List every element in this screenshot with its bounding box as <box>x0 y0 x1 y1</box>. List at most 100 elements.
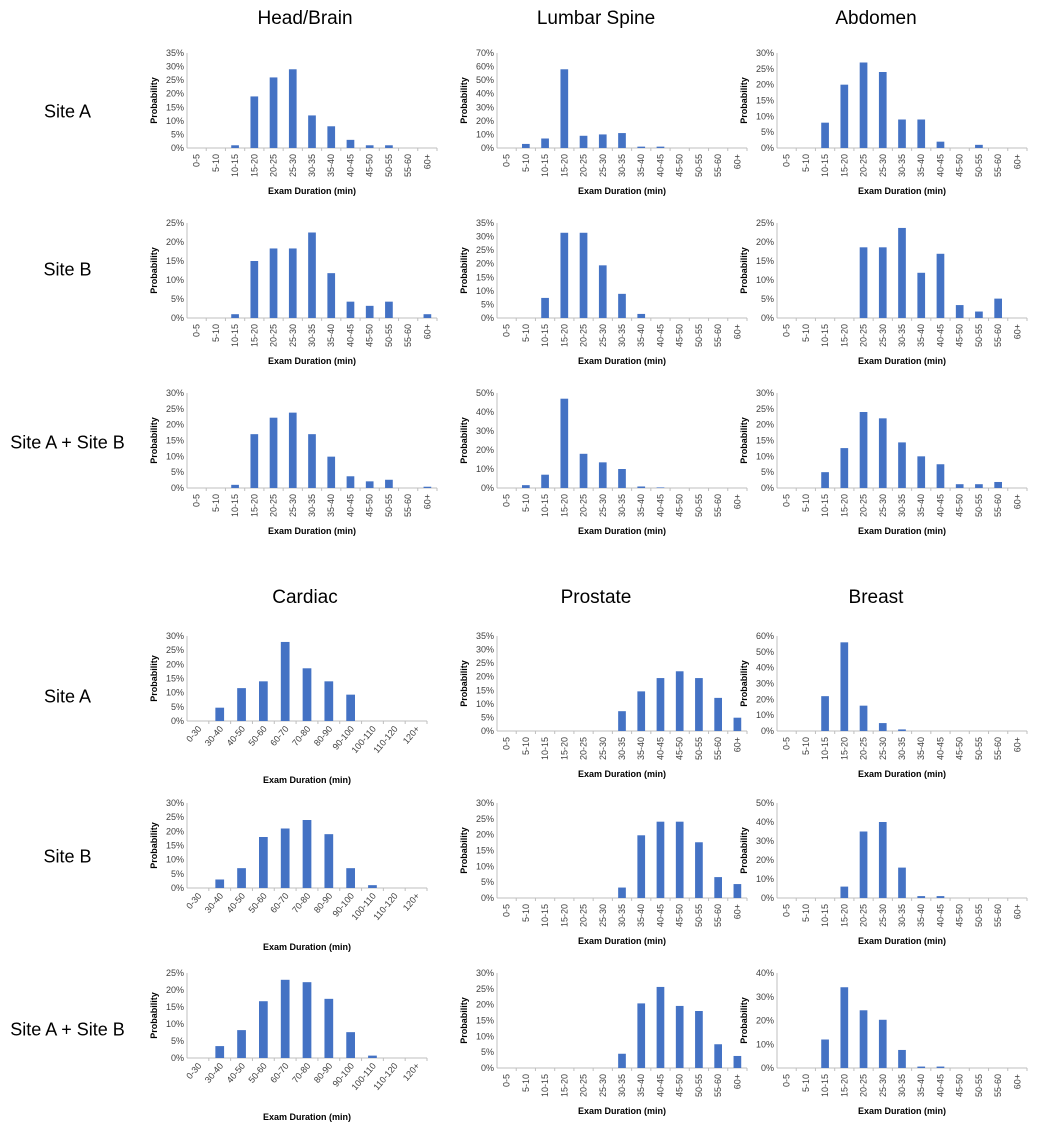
x-tick-label: 20-25 <box>579 904 589 927</box>
bar-10-15 <box>821 472 829 488</box>
x-tick-label: 35-40 <box>916 904 926 927</box>
bar-35-40 <box>327 126 336 148</box>
bar-45-50 <box>955 305 964 318</box>
x-tick-label: 10-15 <box>820 154 830 177</box>
bar-5-10 <box>522 143 530 148</box>
x-axis-label: Exam Duration (min) <box>263 775 351 785</box>
bar-50-60 <box>259 681 268 721</box>
x-tick-label: 10-15 <box>230 324 240 347</box>
x-tick-label: 50-60 <box>246 1061 268 1085</box>
x-tick-label: 20-25 <box>859 494 869 517</box>
y-tick-label: 25% <box>476 984 494 994</box>
y-tick-label: 15% <box>476 1016 494 1026</box>
bar-30-35 <box>308 115 316 148</box>
bar-40-50 <box>237 688 246 721</box>
x-tick-label: 25-30 <box>598 324 608 347</box>
x-axis-label: Exam Duration (min) <box>578 186 666 196</box>
y-tick-label: 5% <box>761 127 774 137</box>
x-tick-label: 10-15 <box>820 494 830 517</box>
y-tick-label: 5% <box>481 299 494 309</box>
bar-20-25 <box>859 412 868 488</box>
y-axis-label: Probability <box>459 77 469 124</box>
bar-40-45 <box>936 253 945 318</box>
y-tick-label: 35% <box>166 48 184 58</box>
y-tick-label: 15% <box>166 256 184 266</box>
bar-60-70 <box>280 979 290 1058</box>
x-axis-label: Exam Duration (min) <box>578 356 666 366</box>
x-tick-label: 45-50 <box>675 154 685 177</box>
x-tick-label: 45-50 <box>365 154 375 177</box>
y-tick-label: 20% <box>756 694 774 704</box>
x-tick-label: 5-10 <box>521 904 531 922</box>
bar-30-35 <box>898 119 906 148</box>
bar-30-35 <box>898 1049 906 1068</box>
x-tick-label: 10-15 <box>540 1074 550 1097</box>
x-tick-label: 15-20 <box>839 1074 849 1097</box>
y-tick-label: 0% <box>481 143 494 153</box>
x-tick-label: 45-50 <box>955 1074 965 1097</box>
bar-10-15 <box>541 138 549 148</box>
bar-chart-abdomen-1: 0% 5% 10% 15% 20% 25% 0-5 5-10 10-15 15-20 20-25 25… <box>739 218 1028 366</box>
x-axis-label: Exam Duration (min) <box>268 186 356 196</box>
y-axis-label: Probability <box>739 247 749 294</box>
y-tick-label: 0% <box>171 143 184 153</box>
bar-chart-lumbar-spine-0: 0% 10% 20% 30% 40% 50% 60% 70% 0-5 5-10 10-15 15-20… <box>459 48 748 196</box>
bar-100-110 <box>368 1055 377 1058</box>
bar-25-30 <box>878 822 887 898</box>
y-tick-label: 30% <box>756 992 774 1002</box>
x-tick-label: 20-25 <box>859 1074 869 1097</box>
row-label-site-a-b: Site A + Site B <box>10 432 125 453</box>
y-tick-label: 15% <box>166 674 184 684</box>
y-tick-label: 10% <box>166 688 184 698</box>
bar-15-20 <box>840 642 849 731</box>
y-tick-label: 20% <box>476 672 494 682</box>
x-tick-label: 15-20 <box>839 737 849 760</box>
bar-25-30 <box>598 265 607 318</box>
bar-45-50 <box>675 1005 684 1068</box>
bar-35-40 <box>637 835 646 898</box>
x-tick-label: 50-60 <box>246 891 268 915</box>
bar-20-25 <box>579 453 588 488</box>
x-tick-label: 20-25 <box>269 324 279 347</box>
bar-60+ <box>423 486 432 488</box>
x-tick-label: 40-45 <box>345 494 355 517</box>
x-tick-label: 60+ <box>732 1074 742 1089</box>
x-tick-label: 40-45 <box>935 154 945 177</box>
bar-35-40 <box>917 119 926 148</box>
y-tick-label: 20% <box>756 237 774 247</box>
bar-90-100 <box>346 1032 355 1058</box>
x-tick-label: 55-60 <box>993 494 1003 517</box>
y-tick-label: 10% <box>476 699 494 709</box>
y-tick-label: 25% <box>476 658 494 668</box>
x-tick-label: 5-10 <box>521 324 531 342</box>
y-tick-label: 20% <box>166 826 184 836</box>
x-tick-label: 50-55 <box>694 904 704 927</box>
x-tick-label: 0-5 <box>502 1074 512 1087</box>
x-tick-label: 45-50 <box>955 904 965 927</box>
x-tick-label: 15-20 <box>839 904 849 927</box>
y-tick-label: 40% <box>756 968 774 978</box>
y-tick-label: 35% <box>476 631 494 641</box>
y-tick-label: 15% <box>756 96 774 106</box>
x-tick-label: 70-80 <box>290 1061 312 1085</box>
y-tick-label: 20% <box>756 855 774 865</box>
y-tick-label: 30% <box>166 388 184 398</box>
x-tick-label: 40-45 <box>345 324 355 347</box>
y-tick-label: 5% <box>171 467 184 477</box>
y-axis-label: Probability <box>149 992 159 1039</box>
x-tick-label: 50-55 <box>974 154 984 177</box>
x-tick-label: 60+ <box>1012 904 1022 919</box>
x-tick-label: 15-20 <box>839 154 849 177</box>
x-tick-label: 30-40 <box>203 1061 225 1085</box>
bar-40-45 <box>346 139 355 148</box>
x-tick-label: 25-30 <box>878 154 888 177</box>
x-tick-label: 40-50 <box>225 891 247 915</box>
x-tick-label: 45-50 <box>955 737 965 760</box>
y-tick-label: 25% <box>756 64 774 74</box>
bar-15-20 <box>250 434 259 488</box>
y-axis-label: Probability <box>739 997 749 1044</box>
bar-chart-abdomen-0: 0% 5% 10% 15% 20% 25% 30% 0-5 5-10 10-15 15-20 20-2… <box>739 48 1028 196</box>
bar-50-60 <box>259 1001 268 1058</box>
x-tick-label: 25-30 <box>878 324 888 347</box>
